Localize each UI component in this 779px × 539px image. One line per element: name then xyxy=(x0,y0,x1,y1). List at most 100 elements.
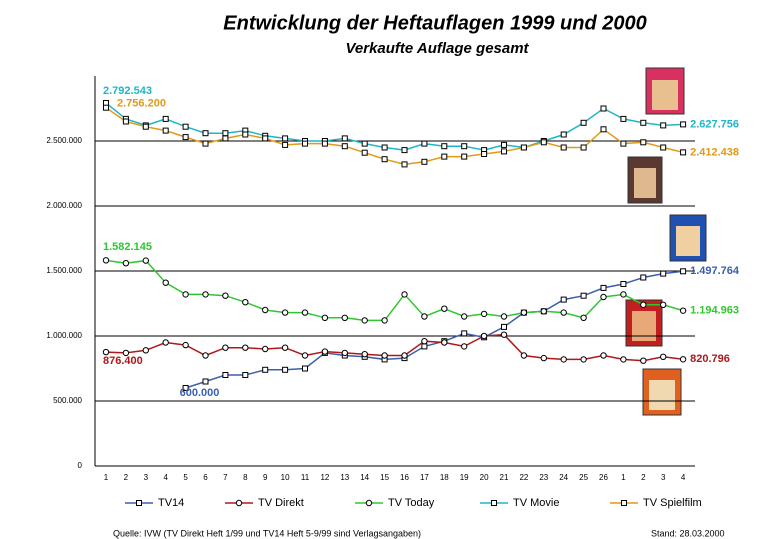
point xyxy=(620,291,627,298)
point xyxy=(281,309,289,316)
point xyxy=(600,105,607,112)
point xyxy=(182,134,189,141)
x-tick-label: 24 xyxy=(559,473,568,482)
point xyxy=(679,307,687,314)
value-label: 2.412.438 xyxy=(690,146,739,158)
point xyxy=(401,352,408,359)
x-tick-label: 7 xyxy=(223,473,228,482)
point xyxy=(401,147,408,154)
point xyxy=(660,353,667,360)
point xyxy=(162,279,169,286)
point xyxy=(480,332,488,340)
point xyxy=(282,141,289,148)
legend-marker xyxy=(235,499,243,507)
point xyxy=(520,144,527,151)
x-tick-label: 17 xyxy=(420,473,429,482)
point xyxy=(341,135,348,142)
point xyxy=(122,260,130,267)
point xyxy=(560,296,567,303)
point xyxy=(381,156,388,163)
point xyxy=(182,123,189,130)
series-line xyxy=(105,107,684,166)
point xyxy=(560,144,567,151)
point xyxy=(680,268,687,275)
x-tick-label: 26 xyxy=(599,473,608,482)
x-tick-label: 22 xyxy=(519,473,528,482)
series-line xyxy=(105,102,684,151)
point xyxy=(500,313,508,320)
point xyxy=(321,140,328,147)
point xyxy=(640,119,647,126)
point xyxy=(102,257,110,264)
x-tick-label: 15 xyxy=(380,473,389,482)
point xyxy=(182,385,189,391)
point xyxy=(282,366,289,373)
x-tick-label: 23 xyxy=(539,473,548,482)
point xyxy=(361,351,368,358)
point xyxy=(262,135,269,142)
point xyxy=(560,356,567,363)
series-line xyxy=(105,333,684,362)
point xyxy=(640,301,647,308)
point xyxy=(560,131,567,138)
point xyxy=(301,352,309,359)
point xyxy=(421,343,428,350)
y-tick-label: 0 xyxy=(78,461,83,470)
point xyxy=(660,270,667,277)
y-tick-label: 2.500.000 xyxy=(46,136,82,145)
point xyxy=(620,140,627,147)
point xyxy=(242,372,249,378)
x-tick-label: 1 xyxy=(104,473,109,482)
point xyxy=(461,330,468,337)
point xyxy=(520,352,528,359)
point xyxy=(202,378,209,385)
point xyxy=(501,148,507,155)
x-tick-label: 13 xyxy=(340,473,349,482)
x-tick-label: 3 xyxy=(661,473,666,482)
point xyxy=(421,158,428,165)
x-tick-label: 16 xyxy=(400,473,409,482)
point xyxy=(580,144,587,151)
point xyxy=(202,130,209,137)
point xyxy=(660,301,667,308)
point xyxy=(381,352,388,359)
point xyxy=(142,347,150,354)
value-label: 2.792.543 xyxy=(103,85,152,97)
point xyxy=(421,338,428,345)
point xyxy=(421,140,428,147)
cover-photo xyxy=(652,80,678,110)
point xyxy=(401,161,408,168)
point xyxy=(282,135,289,142)
point xyxy=(162,127,169,134)
x-tick-label: 20 xyxy=(480,473,489,482)
x-tick-label: 1 xyxy=(621,473,626,482)
point xyxy=(142,257,150,264)
x-tick-label: 11 xyxy=(301,473,310,482)
x-tick-label: 4 xyxy=(681,473,686,482)
point xyxy=(540,139,547,146)
x-tick-label: 4 xyxy=(163,473,168,482)
point xyxy=(242,344,249,351)
point xyxy=(381,317,388,324)
point xyxy=(680,121,687,128)
x-tick-label: 21 xyxy=(500,473,509,482)
cover-photo xyxy=(676,226,700,256)
point xyxy=(242,299,249,306)
x-tick-label: 8 xyxy=(243,473,248,482)
point xyxy=(441,339,448,346)
point xyxy=(600,293,607,301)
point xyxy=(281,344,289,351)
point xyxy=(341,349,348,357)
point xyxy=(540,308,547,315)
point xyxy=(202,291,209,298)
value-label: 1.194.963 xyxy=(690,305,739,317)
point xyxy=(222,135,229,142)
point xyxy=(679,356,687,363)
value-label: 1.582.145 xyxy=(103,241,152,253)
series-line xyxy=(105,259,684,322)
point xyxy=(182,291,189,298)
point xyxy=(500,331,508,338)
x-tick-label: 18 xyxy=(440,473,449,482)
chart-subtitle: Verkaufte Auflage gesamt xyxy=(345,40,529,57)
value-label: 1.497.764 xyxy=(690,265,740,277)
